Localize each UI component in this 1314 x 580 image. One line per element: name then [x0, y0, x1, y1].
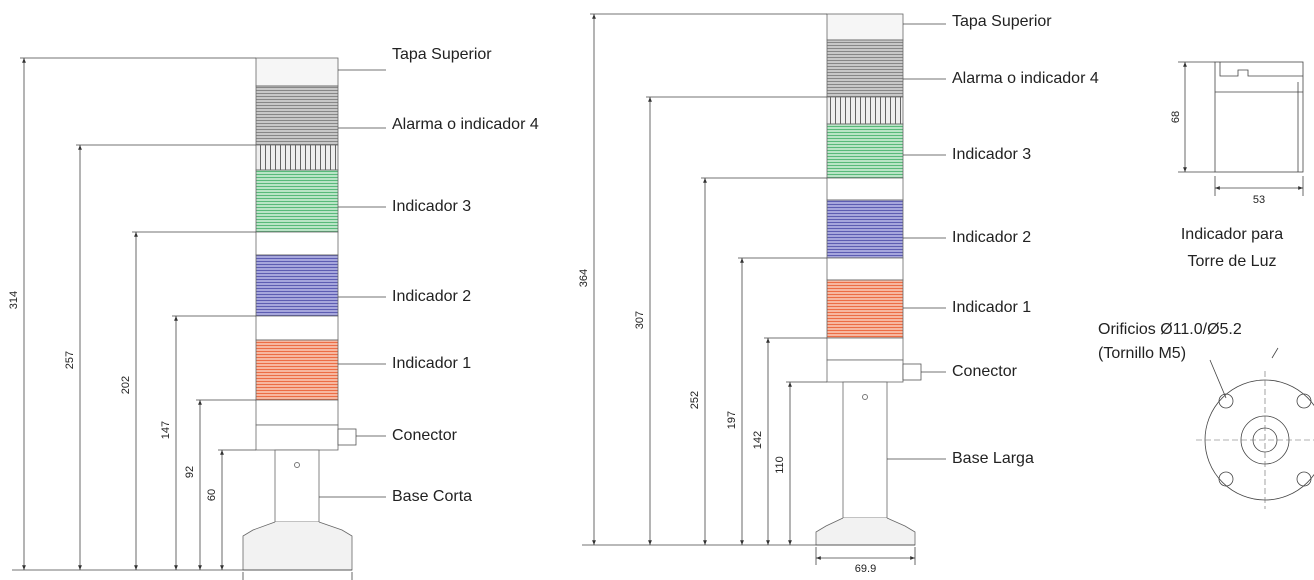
- dimension-label: 53: [1253, 194, 1265, 206]
- tower-segment: [826, 123, 904, 179]
- dimension-label: 202: [120, 376, 132, 394]
- tower-segment: [255, 254, 339, 317]
- detail-drawing: [1178, 61, 1304, 196]
- hole: [1218, 393, 1234, 409]
- part-label: Tapa Superior: [392, 46, 492, 63]
- part-label: Indicador 1: [392, 355, 471, 372]
- mounting-drawing: [1196, 347, 1314, 509]
- tower-segment: [255, 57, 339, 87]
- part-label: Base Larga: [952, 450, 1034, 467]
- dimension-label: 197: [726, 411, 738, 429]
- screw: [862, 394, 868, 400]
- indicator-outline: [1214, 61, 1304, 173]
- part-label: Tapa Superior: [952, 13, 1052, 30]
- extension-lines: [1178, 61, 1304, 196]
- note: (Tornillo M5): [1098, 345, 1186, 362]
- part-label: Indicador 3: [952, 146, 1031, 163]
- hole: [1296, 471, 1312, 487]
- tower-segment: [826, 39, 904, 98]
- note: Orificios Ø11.0/Ø5.2: [1098, 321, 1242, 338]
- indicator-detail: [1215, 62, 1303, 172]
- tower-segment: [255, 315, 339, 341]
- part-label: Base Corta: [392, 488, 472, 505]
- base: [242, 521, 353, 571]
- dimension-label: 60: [206, 489, 218, 501]
- part-label: Indicador 2: [392, 288, 471, 305]
- tower-segment: [255, 144, 339, 171]
- part-label: Conector: [952, 363, 1018, 380]
- dimension-label: 314: [8, 291, 20, 309]
- dimension-label: 69.9: [855, 563, 876, 575]
- tower-segment: [826, 177, 904, 201]
- tower-segment: [255, 424, 339, 451]
- dimension-label: 68: [1170, 111, 1182, 123]
- tower-segment: [826, 279, 904, 339]
- screw: [294, 462, 300, 468]
- part-label: Indicador 3: [392, 198, 471, 215]
- tower-segment: [826, 96, 904, 125]
- caption: Indicador para: [1181, 226, 1283, 243]
- part-label: Alarma o indicador 4: [392, 116, 539, 133]
- drawing: 314257202147926069.90Tapa SuperiorAlarma…: [8, 13, 1283, 580]
- hole: [1218, 471, 1234, 487]
- connector: [337, 428, 357, 446]
- dimension-label: 92: [184, 466, 196, 478]
- tower-segment: [255, 85, 339, 146]
- dimension-label: 257: [64, 351, 76, 369]
- dimension-label: 364: [578, 269, 590, 287]
- connector: [902, 363, 922, 381]
- part-label: Indicador 2: [952, 229, 1031, 246]
- part-label: Alarma o indicador 4: [952, 70, 1099, 87]
- tower-segment: [255, 399, 339, 426]
- dimension-label: 252: [689, 391, 701, 409]
- pole: [274, 449, 320, 523]
- part-label: Indicador 1: [952, 299, 1031, 316]
- tower-segment: [826, 337, 904, 361]
- tower-segment: [826, 359, 904, 383]
- dimension-label: 307: [634, 311, 646, 329]
- tower-segment: [255, 339, 339, 401]
- caption: Torre de Luz: [1188, 253, 1277, 270]
- center-lines: [1196, 371, 1314, 509]
- dimension-label: 110: [774, 456, 786, 474]
- hole: [1296, 393, 1312, 409]
- tower-segment: [826, 199, 904, 259]
- tower-segment: [826, 257, 904, 281]
- leader-line: [1209, 347, 1279, 399]
- base: [815, 517, 916, 546]
- pole: [842, 381, 888, 519]
- dimension-label: 147: [160, 421, 172, 439]
- tower-segment: [255, 169, 339, 233]
- part-label: Conector: [392, 427, 458, 444]
- tower-segment: [255, 231, 339, 256]
- tower-segment: [826, 13, 904, 41]
- dimension-label: 142: [752, 431, 764, 449]
